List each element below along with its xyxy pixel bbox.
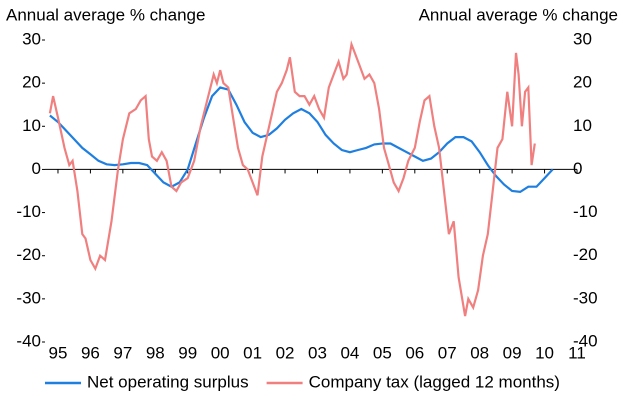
y2-tick-label: -20 [573, 245, 598, 264]
series-line [48, 40, 536, 317]
x-tick-label: 98 [146, 343, 165, 362]
y-axis-title: Annual average % change [6, 5, 205, 24]
y2-tick-label: -40 [573, 331, 598, 350]
x-tick-label: 02 [276, 343, 295, 362]
legend-label: Net operating surplus [87, 372, 249, 391]
x-tick-label: 08 [470, 343, 489, 362]
y-tick-label: 30 [22, 29, 41, 48]
legend-label: Company tax (lagged 12 months) [309, 372, 560, 391]
x-tick-label: 05 [373, 343, 392, 362]
x-tick-label: 03 [308, 343, 327, 362]
x-tick-label: 01 [243, 343, 262, 362]
x-tick-label: 99 [178, 343, 197, 362]
x-tick-label: 07 [438, 343, 457, 362]
y2-tick-label: -30 [573, 288, 598, 307]
y-tick-label: 0 [32, 159, 41, 178]
y-tick-label: -30 [16, 288, 41, 307]
x-tick-label: 00 [211, 343, 230, 362]
y-tick-label: -20 [16, 245, 41, 264]
x-tick-label: 10 [535, 343, 554, 362]
x-tick-label: 97 [113, 343, 132, 362]
x-tick-label: 09 [503, 343, 522, 362]
y2-tick-label: -10 [573, 202, 598, 221]
x-tick-label: 06 [405, 343, 424, 362]
y2-axis-title: Annual average % change [419, 5, 618, 24]
y2-tick-label: 10 [573, 116, 592, 135]
x-tick-label: 11 [568, 343, 586, 362]
y2-tick-label: 0 [573, 159, 582, 178]
x-tick-label: 95 [49, 343, 68, 362]
x-tick-label: 96 [81, 343, 100, 362]
y-tick-label: -40 [16, 331, 41, 350]
y-tick-label: -10 [16, 202, 41, 221]
y-tick-label: 20 [22, 73, 41, 92]
y2-tick-label: 20 [573, 73, 592, 92]
x-tick-label: 04 [340, 343, 359, 362]
series-line [49, 86, 554, 194]
y-tick-label: 10 [22, 116, 41, 135]
y2-tick-label: 30 [573, 29, 592, 48]
